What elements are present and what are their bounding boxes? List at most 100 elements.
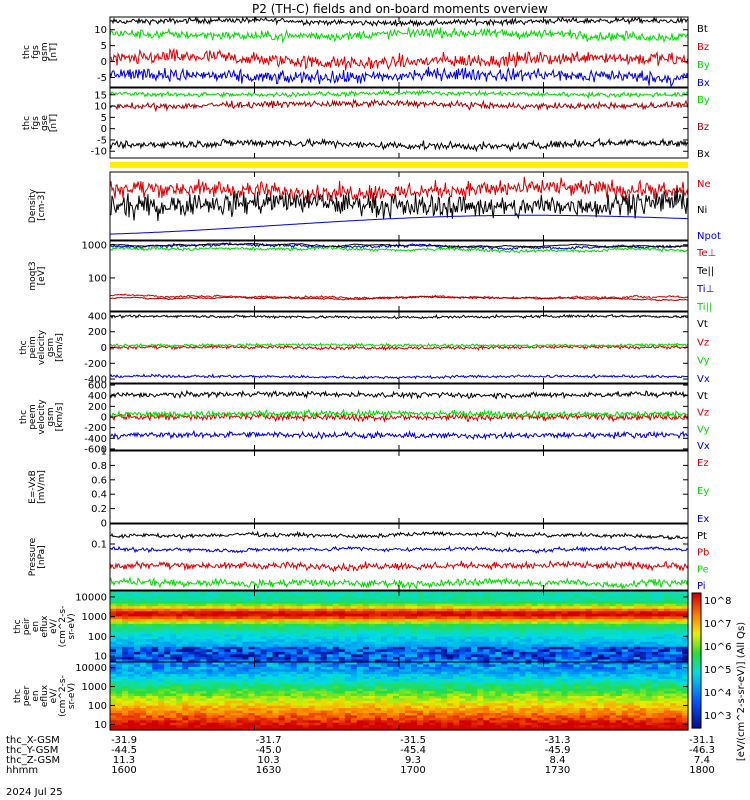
heat-cell — [350, 691, 358, 695]
heat-cell — [260, 623, 268, 628]
series-pressure-Pb — [110, 545, 688, 554]
heat-cell — [537, 688, 545, 692]
heat-cell — [386, 681, 394, 685]
heat-cell — [603, 705, 611, 709]
heat-cell — [465, 710, 472, 714]
heat-cell — [296, 703, 304, 707]
heat-cell — [447, 700, 454, 704]
heat-cell — [272, 683, 280, 687]
heat-cell — [573, 681, 581, 685]
heat-cell — [224, 688, 232, 692]
heat-cell — [116, 698, 123, 702]
heat-cell — [170, 656, 177, 661]
heat-cell — [380, 646, 388, 650]
heat-cell — [651, 603, 659, 607]
heat-cell — [591, 662, 599, 666]
heat-cell — [507, 659, 514, 663]
heat-cell — [116, 664, 123, 668]
heat-cell — [549, 598, 557, 602]
heat-cell — [242, 603, 250, 607]
heat-cell — [615, 700, 623, 704]
heat-cell — [405, 664, 412, 668]
heat-cell — [308, 654, 316, 658]
heat-cell — [392, 700, 400, 704]
heat-cell — [441, 596, 448, 600]
heat-cell — [326, 671, 334, 675]
heat-cell — [338, 693, 346, 697]
heat-cell — [392, 641, 400, 645]
heat-cell — [507, 698, 514, 702]
panel-peem_velocity: 6004002000-200-400-600thcpeemvelocitygsm… — [19, 381, 710, 456]
heat-cell — [338, 636, 346, 640]
heat-cell — [447, 631, 454, 635]
heat-cell — [224, 698, 232, 702]
heat-cell — [278, 596, 286, 600]
heat-cell — [206, 598, 213, 602]
heat-cell — [621, 708, 629, 712]
heat-cell — [609, 634, 617, 638]
heat-cell — [477, 656, 484, 661]
heat-cell — [200, 603, 207, 607]
heat-cell — [531, 671, 539, 675]
heat-cell — [164, 688, 171, 692]
heat-cell — [344, 626, 352, 630]
heat-cell — [212, 700, 219, 704]
heat-cell — [645, 593, 653, 597]
heat-cell — [543, 656, 551, 661]
heat-cell — [657, 646, 665, 650]
heat-cell — [591, 708, 599, 712]
heat-cell — [392, 616, 400, 620]
heat-cell — [374, 710, 382, 714]
heat-cell — [423, 705, 430, 709]
heat-cell — [356, 616, 364, 620]
heat-cell — [675, 651, 683, 655]
heat-cell — [417, 662, 424, 666]
heat-cell — [134, 616, 141, 620]
heat-cell — [164, 669, 171, 673]
heat-cell — [555, 659, 563, 663]
heat-cell — [290, 613, 298, 617]
heat-cell — [176, 679, 183, 683]
heat-cell — [441, 616, 448, 620]
heat-cell — [164, 613, 171, 617]
heat-cell — [338, 621, 346, 625]
heat-cell — [290, 598, 298, 602]
heat-cell — [609, 686, 617, 690]
heat-cell — [158, 623, 165, 628]
heat-cell — [471, 674, 478, 678]
heat-cell — [326, 659, 334, 663]
heat-cell — [525, 698, 533, 702]
heat-cell — [368, 616, 376, 620]
heat-cell — [386, 641, 394, 645]
heat-cell — [242, 621, 250, 625]
heat-cell — [561, 636, 569, 640]
heat-cell — [176, 601, 183, 605]
heat-cell — [230, 616, 238, 620]
heat-cell — [567, 616, 575, 620]
heat-cell — [272, 626, 280, 630]
heat-cell — [182, 621, 189, 625]
heat-cell — [435, 679, 442, 683]
heat-cell — [302, 626, 310, 630]
heat-cell — [290, 608, 298, 612]
heat-cell — [615, 705, 623, 709]
heat-cell — [483, 591, 490, 595]
heat-cell — [579, 676, 587, 680]
heat-cell — [591, 608, 599, 612]
heat-cell — [651, 686, 659, 690]
heat-cell — [380, 686, 388, 690]
heat-cell — [380, 634, 388, 638]
heat-cell — [603, 688, 611, 692]
heat-cell — [134, 623, 141, 628]
heat-cell — [218, 601, 225, 605]
heat-cell — [188, 636, 195, 640]
heat-cell — [380, 681, 388, 685]
heat-cell — [140, 698, 147, 702]
heat-cell — [200, 671, 207, 675]
heat-cell — [501, 705, 508, 709]
heat-cell — [332, 669, 340, 673]
heat-cell — [405, 708, 412, 712]
heat-cell — [326, 679, 334, 683]
heat-cell — [350, 679, 358, 683]
